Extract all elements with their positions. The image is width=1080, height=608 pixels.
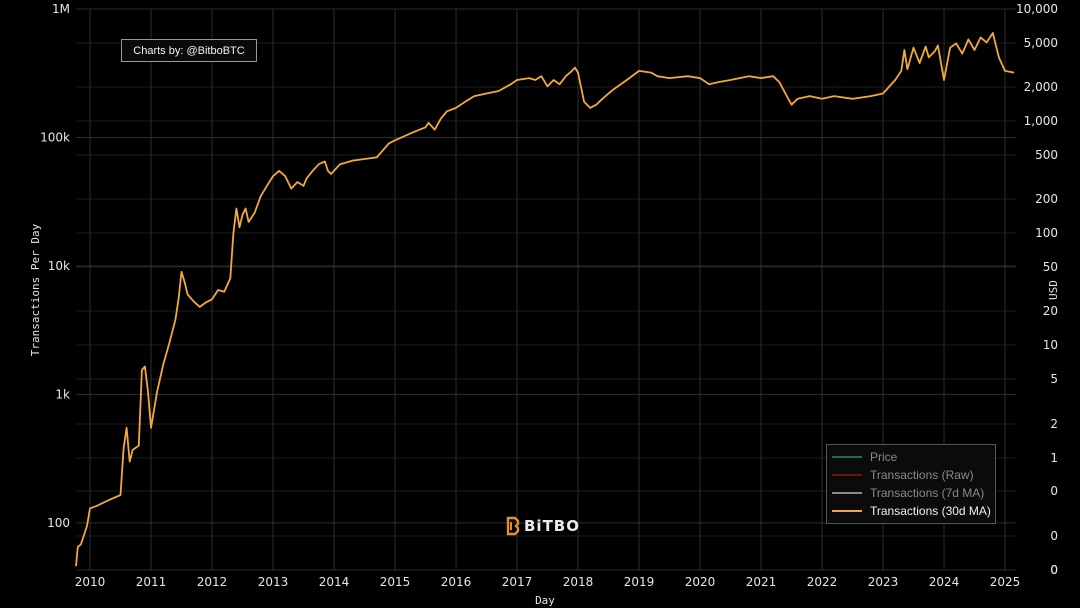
legend-swatch (832, 456, 862, 458)
y-axis-ticks: 100 1k 10k 100k 1M (40, 2, 70, 530)
bitbo-logo-text: BiTBO (524, 517, 580, 535)
legend-swatch (832, 510, 862, 512)
credit-box: Charts by: @BitboBTC (121, 39, 257, 62)
y2-tick-12: 1 (1050, 451, 1058, 465)
series-layer (75, 32, 1015, 567)
x-tick-2023: 2023 (868, 575, 899, 589)
x-tick-2012: 2012 (197, 575, 228, 589)
x-tick-2020: 2020 (685, 575, 716, 589)
x-tick-2015: 2015 (380, 575, 411, 589)
x-axis-title: Day (535, 594, 555, 607)
x-tick-2016: 2016 (441, 575, 472, 589)
y-tick-100k: 100k (40, 130, 70, 144)
legend-label: Price (870, 450, 898, 464)
y2-axis-title: USD (1047, 280, 1060, 300)
y2-tick-14: 0 (1050, 529, 1058, 543)
series-line-transactions-30d-ma- (75, 32, 1015, 567)
x-tick-2017: 2017 (502, 575, 533, 589)
y2-tick-10: 5 (1050, 372, 1058, 386)
legend-item-transactions-7d-ma[interactable]: Transactions (7d MA) (827, 484, 995, 502)
y2-tick-15: 0 (1050, 563, 1058, 577)
y-tick-1k: 1k (55, 387, 70, 401)
bitbo-logo-icon (506, 516, 520, 536)
y2-tick-4: 500 (1035, 148, 1058, 162)
y-tick-10k: 10k (48, 259, 70, 273)
legend-swatch (832, 474, 862, 476)
legend: Price Transactions (Raw) Transactions (7d … (826, 444, 996, 524)
legend-item-price[interactable]: Price (827, 448, 995, 466)
y2-tick-5: 200 (1035, 192, 1058, 206)
x-tick-2013: 2013 (258, 575, 289, 589)
x-tick-2025: 2025 (990, 575, 1021, 589)
y2-tick-1: 5,000 (1024, 36, 1058, 50)
y2-tick-9: 10 (1043, 338, 1058, 352)
legend-item-transactions-30d-ma[interactable]: Transactions (30d MA) (827, 502, 995, 520)
y-tick-100: 100 (47, 516, 70, 530)
legend-item-transactions-raw[interactable]: Transactions (Raw) (827, 466, 995, 484)
y2-tick-6: 100 (1035, 226, 1058, 240)
x-tick-2018: 2018 (563, 575, 594, 589)
legend-swatch (832, 492, 862, 494)
y2-tick-0: 10,000 (1016, 2, 1058, 16)
x-tick-2014: 2014 (319, 575, 350, 589)
y2-tick-11: 2 (1050, 417, 1058, 431)
y2-tick-16: 0 (1050, 563, 1058, 577)
bitbo-logo: BiTBO (506, 516, 580, 536)
legend-label: Transactions (30d MA) (870, 504, 991, 518)
y2-tick-8: 20 (1043, 304, 1058, 318)
x-axis-ticks: 2010 2011 2012 2013 2014 2015 2016 2017 2018 2019… (75, 575, 1021, 589)
y2-tick-7: 50 (1043, 260, 1058, 274)
x-tick-2024: 2024 (929, 575, 960, 589)
y2-axis-ticks: 10,0005,0002,0001,0005002001005020105210… (1016, 2, 1058, 577)
x-tick-2019: 2019 (624, 575, 655, 589)
y-axis-title: Transactions Per Day (29, 223, 42, 356)
legend-label: Transactions (Raw) (870, 468, 974, 482)
x-tick-2021: 2021 (746, 575, 777, 589)
y2-tick-13: 0 (1050, 484, 1058, 498)
x-tick-2010: 2010 (75, 575, 106, 589)
x-tick-2022: 2022 (807, 575, 838, 589)
x-tick-2011: 2011 (136, 575, 167, 589)
y-tick-1M: 1M (52, 2, 70, 16)
y2-tick-2: 2,000 (1024, 80, 1058, 94)
y2-tick-3: 1,000 (1024, 114, 1058, 128)
legend-label: Transactions (7d MA) (870, 486, 985, 500)
